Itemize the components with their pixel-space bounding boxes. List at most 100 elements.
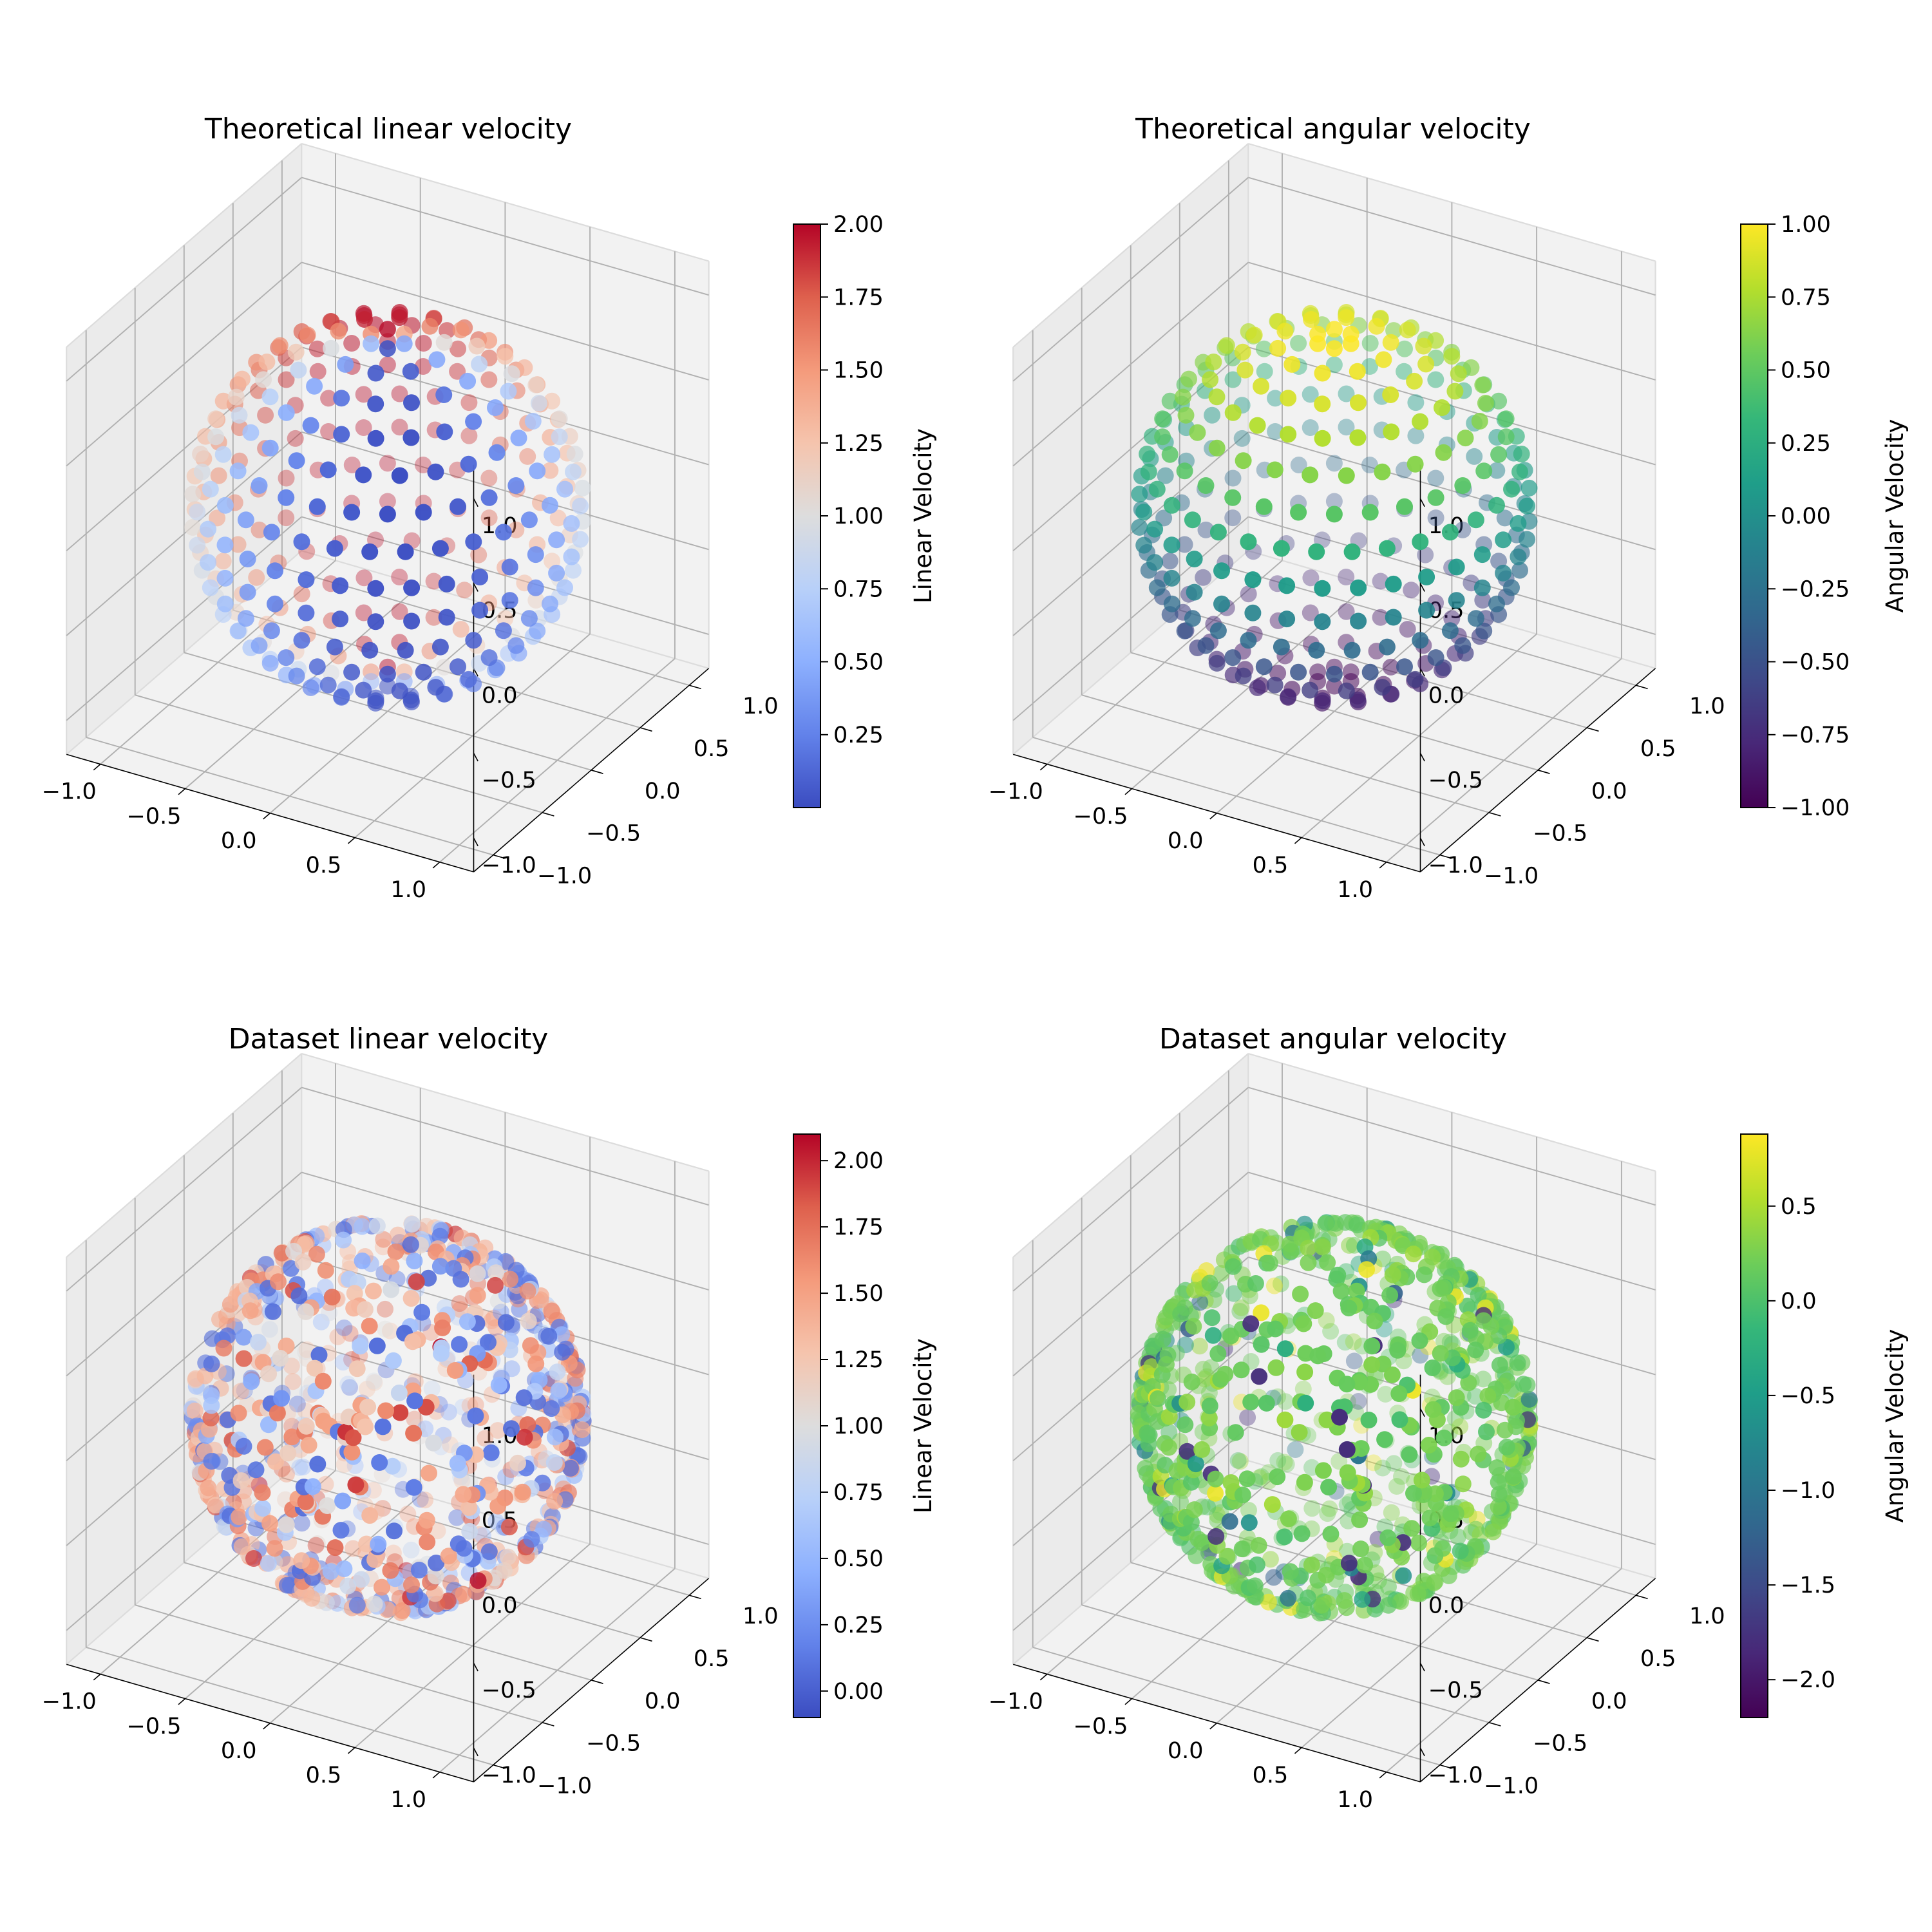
scatter-point — [1504, 1468, 1522, 1485]
scatter-points — [1131, 304, 1538, 712]
scatter-point — [404, 1333, 421, 1350]
scatter-point — [1193, 1441, 1211, 1458]
scatter-point — [189, 536, 206, 554]
grid-line-z — [1248, 346, 1656, 466]
scatter-point — [247, 1461, 265, 1479]
scatter-point — [356, 1301, 374, 1318]
x-tick-label: −1.0 — [42, 1689, 97, 1715]
scatter-point — [1204, 406, 1221, 424]
scatter-point — [384, 1352, 402, 1369]
scatter-point — [448, 1509, 466, 1526]
scatter-point — [489, 1497, 507, 1515]
scatter-point — [210, 467, 227, 484]
scatter-point — [1249, 417, 1266, 434]
colorbar-tick-label: 0.75 — [833, 1480, 884, 1506]
scatter-point — [1255, 340, 1273, 357]
scatter-point — [1463, 359, 1480, 376]
scatter-point — [379, 356, 396, 374]
scatter-point — [1179, 1394, 1196, 1411]
scatter-point — [231, 1508, 248, 1526]
scatter-point — [1269, 1468, 1286, 1486]
scatter-point — [1195, 1360, 1212, 1378]
colorbar — [793, 1133, 821, 1718]
scatter-point — [1287, 1441, 1304, 1458]
colorbar-tick-label: 1.75 — [833, 285, 884, 310]
scatter-point — [384, 1457, 401, 1475]
z-tick-mark — [473, 1663, 478, 1672]
scatter-point — [402, 429, 420, 446]
scatter-point — [1377, 1385, 1394, 1403]
scatter-point — [1186, 551, 1203, 567]
scatter-point — [355, 466, 372, 484]
z-tick-label: 0.0 — [1428, 1593, 1464, 1618]
scatter-point — [1417, 355, 1435, 373]
scatter-point — [1511, 562, 1528, 579]
scatter-point — [1262, 1551, 1279, 1568]
grid-line-z — [1248, 1086, 1656, 1206]
scatter-point — [366, 1551, 384, 1568]
scatter-point — [1391, 1411, 1408, 1428]
scatter-point — [546, 1493, 564, 1510]
colorbar-tick-label: 0.0 — [1781, 1289, 1817, 1314]
scatter-point — [1325, 321, 1343, 338]
scatter-point — [1246, 1577, 1264, 1595]
scatter-point — [1239, 1409, 1256, 1426]
scatter-point — [1267, 1359, 1285, 1376]
colorbar-tick-label: 2.00 — [833, 212, 884, 238]
x-tick-label: 1.0 — [390, 877, 426, 903]
scatter-point — [542, 462, 559, 479]
y-tick-label: −0.5 — [1533, 821, 1587, 847]
scatter-point — [1405, 1484, 1422, 1502]
scatter-point — [1457, 430, 1474, 447]
scatter-point — [1474, 592, 1492, 609]
scatter-point — [459, 372, 477, 390]
colorbar-tick-label: 0.75 — [833, 576, 884, 602]
z-tick-mark — [1419, 837, 1425, 847]
scatter-point — [1495, 531, 1512, 549]
scatter-point — [290, 1287, 308, 1305]
scatter-point — [1417, 546, 1434, 564]
scatter-point — [1224, 469, 1242, 487]
scatter-point — [374, 1578, 390, 1596]
scatter-point — [395, 335, 413, 352]
scatter-point — [1375, 351, 1392, 368]
scatter-point — [1496, 1421, 1513, 1439]
scatter-point — [530, 395, 547, 412]
scatter-point — [529, 462, 546, 480]
scatter-point — [1174, 388, 1191, 406]
scatter-points — [184, 304, 591, 712]
scatter-point — [278, 371, 295, 388]
scatter-point — [471, 569, 489, 585]
scatter-point — [469, 1265, 486, 1282]
scatter-point — [355, 569, 373, 587]
scatter-point — [480, 649, 498, 667]
scatter-point — [1452, 1418, 1469, 1435]
scatter-point — [1273, 1275, 1289, 1293]
scatter-point — [261, 1515, 278, 1532]
scatter-point — [1427, 469, 1444, 487]
scatter-point — [1290, 504, 1307, 521]
scatter-point — [1176, 622, 1193, 639]
scatter-point — [200, 1479, 217, 1497]
scatter-point — [1269, 1452, 1287, 1469]
scatter-point — [1459, 1298, 1476, 1314]
scatter-point — [235, 1437, 252, 1455]
z-tick-label: −0.5 — [482, 768, 536, 793]
grid-line-z — [66, 176, 302, 382]
y-tick-label: −1.0 — [537, 1774, 592, 1799]
scatter-point — [1260, 1593, 1277, 1611]
scatter-point — [469, 1287, 486, 1304]
scatter-point — [391, 569, 408, 585]
scatter-point — [293, 632, 310, 649]
scatter-point — [1224, 489, 1242, 506]
grid-line-z — [1012, 176, 1249, 382]
scatter-point — [1209, 1511, 1226, 1529]
scatter-point — [1368, 317, 1385, 335]
scatter-point — [451, 1295, 468, 1312]
scatter-point — [267, 595, 283, 612]
scatter-point — [543, 1400, 560, 1417]
scatter-point — [1336, 1592, 1353, 1609]
scatter-point — [308, 1535, 326, 1552]
grid-line-x — [1386, 658, 1622, 863]
scatter-point — [431, 540, 449, 557]
